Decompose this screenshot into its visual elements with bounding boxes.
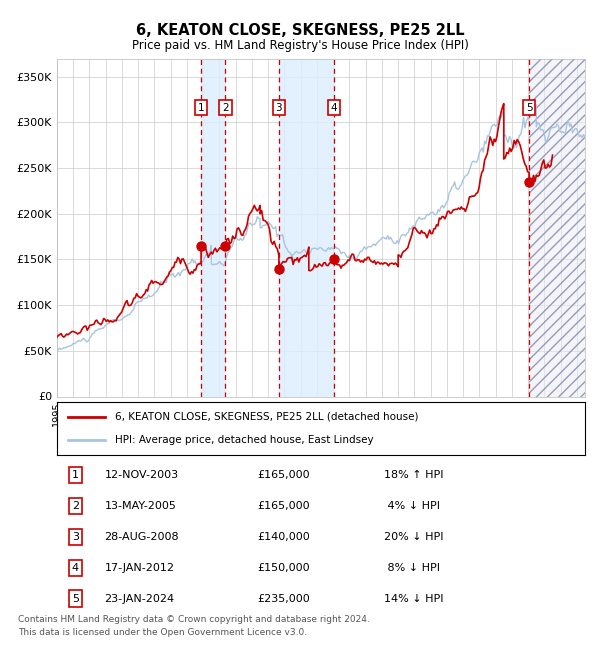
Bar xyxy=(529,58,585,396)
Text: 14% ↓ HPI: 14% ↓ HPI xyxy=(385,594,444,604)
Bar xyxy=(529,58,585,396)
Text: 4% ↓ HPI: 4% ↓ HPI xyxy=(385,501,440,511)
Text: 23-JAN-2024: 23-JAN-2024 xyxy=(104,594,175,604)
Text: 4: 4 xyxy=(72,563,79,573)
Text: HPI: Average price, detached house, East Lindsey: HPI: Average price, detached house, East… xyxy=(115,435,374,445)
Text: 1: 1 xyxy=(72,470,79,480)
Bar xyxy=(279,58,334,396)
Text: 18% ↑ HPI: 18% ↑ HPI xyxy=(385,470,444,480)
Text: 13-MAY-2005: 13-MAY-2005 xyxy=(104,501,176,511)
Text: Contains HM Land Registry data © Crown copyright and database right 2024.: Contains HM Land Registry data © Crown c… xyxy=(18,615,370,624)
Text: £150,000: £150,000 xyxy=(257,563,310,573)
Text: 5: 5 xyxy=(526,103,532,112)
Text: £165,000: £165,000 xyxy=(257,501,310,511)
Text: 28-AUG-2008: 28-AUG-2008 xyxy=(104,532,179,542)
Text: 6, KEATON CLOSE, SKEGNESS, PE25 2LL: 6, KEATON CLOSE, SKEGNESS, PE25 2LL xyxy=(136,23,464,38)
Text: £235,000: £235,000 xyxy=(257,594,310,604)
Text: 1: 1 xyxy=(198,103,205,112)
Text: 17-JAN-2012: 17-JAN-2012 xyxy=(104,563,175,573)
Text: 2: 2 xyxy=(222,103,229,112)
Text: 6, KEATON CLOSE, SKEGNESS, PE25 2LL (detached house): 6, KEATON CLOSE, SKEGNESS, PE25 2LL (det… xyxy=(115,411,419,422)
Text: 20% ↓ HPI: 20% ↓ HPI xyxy=(385,532,444,542)
Text: 12-NOV-2003: 12-NOV-2003 xyxy=(104,470,179,480)
Text: £140,000: £140,000 xyxy=(257,532,310,542)
Text: 3: 3 xyxy=(72,532,79,542)
Text: 4: 4 xyxy=(331,103,337,112)
Text: 2: 2 xyxy=(72,501,79,511)
Text: This data is licensed under the Open Government Licence v3.0.: This data is licensed under the Open Gov… xyxy=(18,628,307,637)
Text: 5: 5 xyxy=(72,594,79,604)
Bar xyxy=(201,58,226,396)
Text: £165,000: £165,000 xyxy=(257,470,310,480)
Text: Price paid vs. HM Land Registry's House Price Index (HPI): Price paid vs. HM Land Registry's House … xyxy=(131,39,469,52)
Text: 8% ↓ HPI: 8% ↓ HPI xyxy=(385,563,440,573)
Text: 3: 3 xyxy=(275,103,282,112)
